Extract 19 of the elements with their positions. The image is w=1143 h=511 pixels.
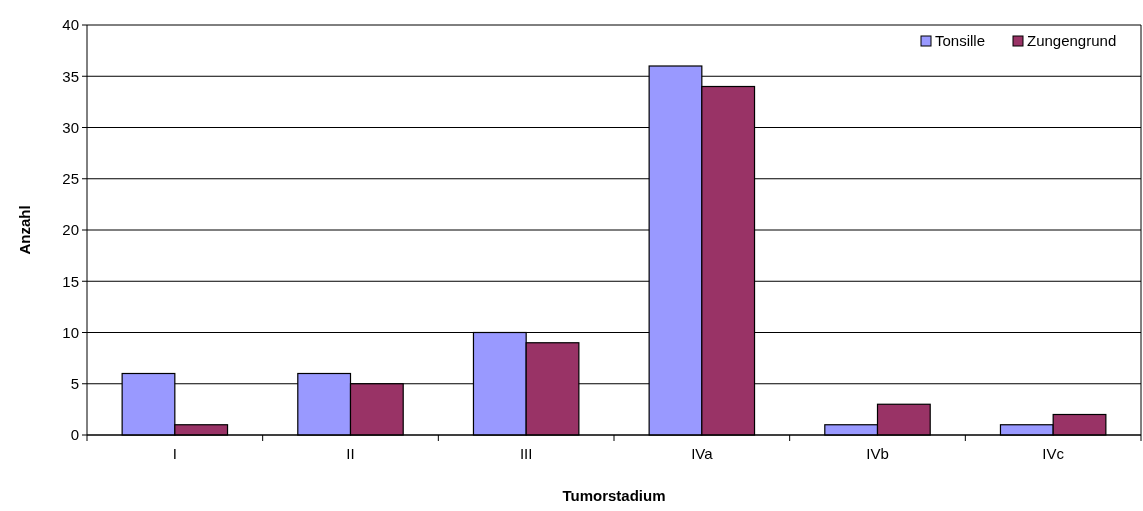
y-tick-label: 0 [70,426,79,444]
x-axis-title: Tumorstadium [562,487,666,504]
x-tick-label: I [172,445,177,462]
y-tick-label: 25 [62,170,79,187]
y-tick-label: 30 [62,118,79,136]
y-tick-label: 10 [62,323,79,341]
x-tick-label: IVa [691,445,714,462]
x-tick-label: II [346,445,355,462]
y-tick-label: 15 [62,272,79,290]
y-tick-label: 5 [70,375,79,392]
x-tick-label: IVc [1042,445,1065,462]
y-tick-label: 40 [62,16,79,34]
legend-label: Zungengrund [1027,32,1117,49]
y-tick-label: 20 [62,221,79,239]
x-tick-label: IVb [866,445,889,462]
y-tick-label: 35 [62,67,79,85]
y-axis-title: Anzahl [16,205,33,255]
x-tick-label: III [519,445,533,462]
legend-label: Tonsille [935,32,986,49]
